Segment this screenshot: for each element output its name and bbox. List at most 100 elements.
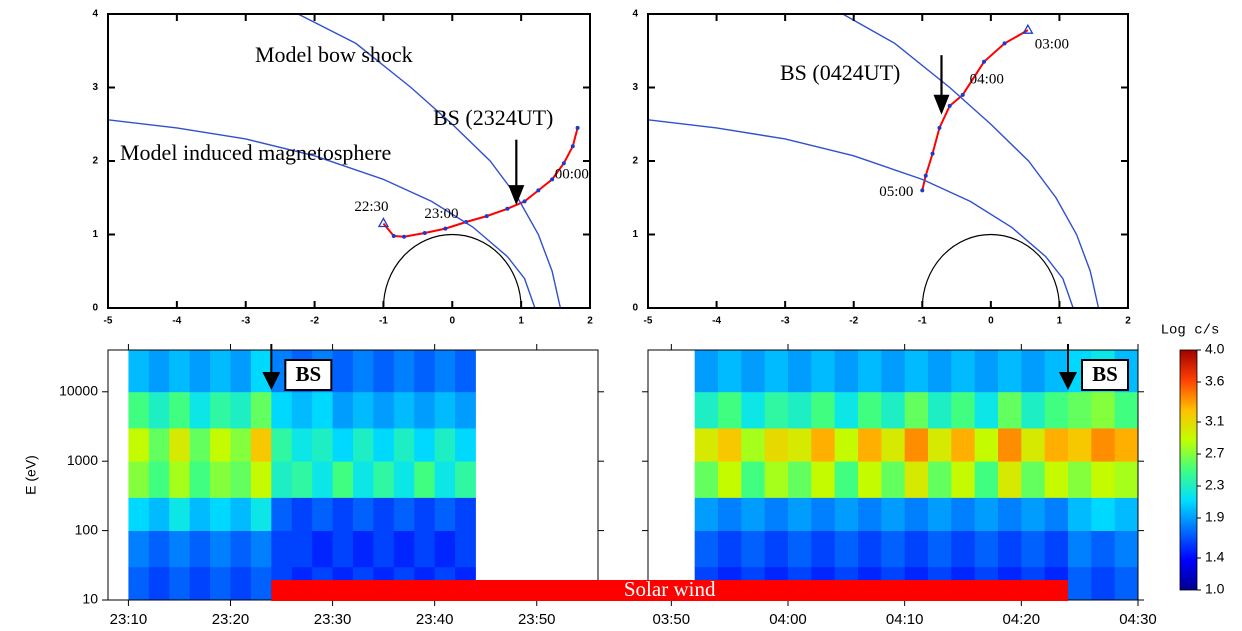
spectrogram-cell (353, 350, 374, 393)
spectrogram-cell (128, 428, 150, 462)
spectrogram-cell (128, 350, 150, 393)
spectrogram-cell (455, 497, 476, 531)
spectrogram-cell (694, 461, 719, 498)
spectrogram-cell (230, 461, 252, 498)
spectrogram-cell (788, 530, 812, 568)
trajectory-point (443, 226, 448, 231)
spectrogram-cell (858, 497, 882, 531)
trajectory-point (536, 188, 541, 193)
spectrogram-cell (148, 497, 170, 531)
spectrogram-cell (250, 530, 272, 568)
spectrogram-cell (250, 428, 272, 462)
x-tick-label: 04:00 (769, 611, 807, 628)
spectrogram-cell (414, 530, 436, 568)
spectrogram-cell (373, 428, 395, 462)
annotation: BS (2324UT) (433, 105, 553, 130)
spectrogram-cell (881, 530, 906, 568)
spectrogram-cell (128, 566, 150, 600)
spectrogram-cell (291, 391, 313, 429)
spectrogram-cell (998, 391, 1022, 429)
spectrogram-cell (741, 428, 766, 462)
trajectory-point (422, 231, 427, 236)
spectrogram-cell (332, 530, 354, 568)
spectrogram-cell (998, 497, 1022, 531)
colorbar-tick-label: 2.3 (1205, 477, 1225, 493)
spectrogram (694, 350, 1138, 600)
trajectory-point (575, 125, 580, 130)
spectrogram-cell (434, 530, 456, 568)
spectrogram-cell (353, 497, 374, 531)
spectrogram-cell (928, 497, 952, 531)
spectrogram-cell (373, 350, 395, 393)
spectrogram-cell (271, 530, 293, 568)
spectrogram-cell (353, 461, 374, 498)
spectrogram-cell (764, 428, 789, 462)
spectrogram-cell (353, 428, 374, 462)
plot-frame (647, 13, 1129, 309)
spectrogram-cell (1044, 461, 1069, 498)
spectrogram-cell (169, 391, 191, 429)
y-tick-label: 1000 (67, 452, 98, 468)
spectrogram-cell (1114, 497, 1138, 531)
solar-wind-label: Solar wind (624, 577, 716, 601)
solar-wind-bar (271, 580, 1068, 601)
y-tick-label: 3 (632, 82, 638, 93)
spectrogram-cell (928, 530, 952, 568)
spectrogram-cell (189, 497, 211, 531)
spectrogram-cell (741, 391, 766, 429)
spectrogram-cell (291, 530, 313, 568)
trajectory-point (570, 144, 575, 149)
x-tick-label: 23:50 (518, 611, 556, 628)
y-tick-label: 2 (632, 156, 638, 167)
time-label: 00:00 (555, 167, 589, 183)
spectrogram-cell (1068, 461, 1092, 498)
x-tick-label: -1 (379, 316, 388, 327)
spectrogram-cell (128, 391, 150, 429)
spectrogram-cell (332, 350, 354, 393)
y-tick-label: 0 (632, 303, 638, 314)
spectrogram-cell (414, 461, 436, 498)
spectrogram-cell (148, 350, 170, 393)
bs-label: BS (1092, 362, 1118, 386)
spectrogram-cell (1091, 566, 1116, 600)
x-tick-label: -5 (644, 316, 653, 327)
spectrogram-cell (834, 350, 859, 393)
spectrogram-cell (1114, 391, 1138, 429)
bs-arrow-head (933, 94, 950, 115)
spectrogram-cell (169, 530, 191, 568)
spectrogram-cell (271, 497, 293, 531)
spectrogram-cell (312, 428, 333, 462)
spectrogram-cell (312, 530, 333, 568)
y-tick-label: 10 (82, 591, 98, 607)
spectrogram-cell (881, 497, 906, 531)
x-tick-label: -1 (918, 316, 927, 327)
spectrogram-cell (169, 350, 191, 393)
spectrogram-cell (128, 497, 150, 531)
spectrogram-cell (169, 461, 191, 498)
spectrogram-cell (858, 530, 882, 568)
spectrogram-cell (881, 461, 906, 498)
spectrogram-cell (230, 530, 252, 568)
spectrogram-cell (169, 566, 191, 600)
spectrogram-cell (169, 428, 191, 462)
spectrogram-cell (951, 428, 976, 462)
spectrogram-cell (148, 428, 170, 462)
spectrogram-cell (169, 497, 191, 531)
x-tick-label: 23:30 (314, 611, 352, 628)
y-axis-label: E (eV) (23, 455, 39, 495)
spectrogram-cell (393, 391, 415, 429)
start-marker (377, 217, 390, 228)
spectrogram-cell (250, 391, 272, 429)
spectrogram-cell (904, 497, 929, 531)
spectrogram-cell (998, 428, 1022, 462)
spectrogram-cell (1021, 350, 1046, 393)
x-tick-label: 04:20 (1003, 611, 1041, 628)
x-tick-label: 2 (1125, 316, 1131, 327)
spectrogram-cell (455, 391, 476, 429)
model-boundary (108, 119, 536, 308)
spectrogram-cell (904, 461, 929, 498)
spectrogram-cell (393, 530, 415, 568)
bs-box (284, 359, 333, 391)
trajectory (382, 127, 579, 238)
spectrogram-cell (834, 428, 859, 462)
